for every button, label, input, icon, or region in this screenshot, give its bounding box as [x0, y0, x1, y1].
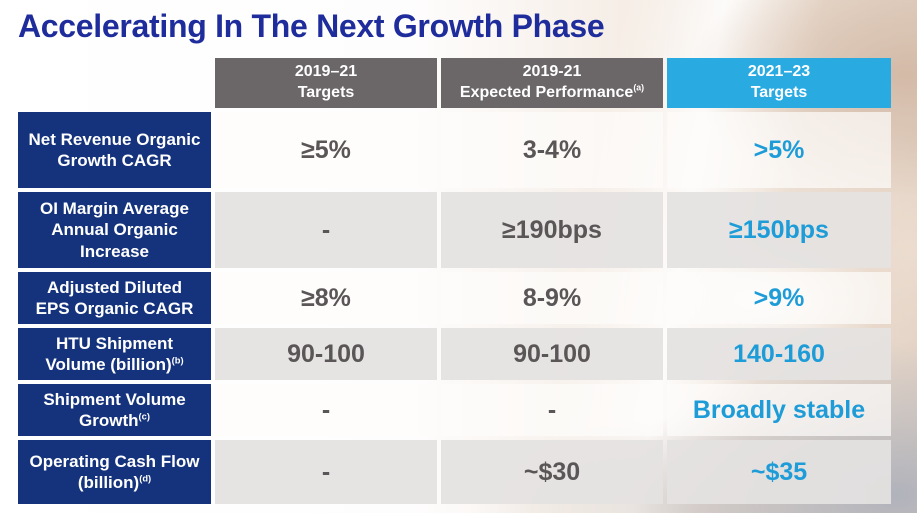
value-cell: 90-100 [215, 328, 437, 380]
value-cell: 3-4% [441, 112, 663, 188]
header-2021-23-targets: 2021–23 Targets [667, 58, 891, 108]
value-cell: ≥150bps [667, 192, 891, 268]
header-footnote-ref: (a) [633, 82, 645, 93]
metric-footnote-ref: (b) [171, 355, 184, 366]
value-cell: - [215, 440, 437, 504]
metric-text: HTU Shipment Volume (billion) [45, 333, 174, 374]
value-cell: - [441, 384, 663, 436]
metric-footnote-ref: (d) [139, 473, 152, 484]
table-corner-spacer [18, 58, 211, 108]
metric-label-operating-cash-flow: Operating Cash Flow (billion)(d) [18, 440, 211, 504]
value-cell: 140-160 [667, 328, 891, 380]
value-cell: ≥190bps [441, 192, 663, 268]
slide-title: Accelerating In The Next Growth Phase [18, 8, 605, 44]
targets-table: 2019–21 Targets 2019-21 Expected Perform… [18, 58, 891, 504]
metric-text: Shipment Volume Growth [43, 389, 186, 430]
value-cell: ~$35 [667, 440, 891, 504]
value-cell: 90-100 [441, 328, 663, 380]
value-cell: 8-9% [441, 272, 663, 324]
metric-label-htu-shipment-volume: HTU Shipment Volume (billion)(b) [18, 328, 211, 380]
metric-footnote-ref: (c) [138, 411, 150, 422]
value-cell: >5% [667, 112, 891, 188]
header-2019-21-expected-performance: 2019-21 Expected Performance(a) [441, 58, 663, 108]
header-line2: Targets [297, 84, 355, 101]
header-line1: 2019–21 [294, 63, 358, 81]
value-cell: ~$30 [441, 440, 663, 504]
header-2019-21-targets: 2019–21 Targets [215, 58, 437, 108]
header-line2: Targets [750, 84, 808, 101]
metric-label-eps-cagr: Adjusted Diluted EPS Organic CAGR [18, 272, 211, 324]
metric-text: Net Revenue Organic Growth CAGR [28, 129, 201, 170]
value-cell: - [215, 192, 437, 268]
value-cell: >9% [667, 272, 891, 324]
metric-label-oi-margin: OI Margin Average Annual Organic Increas… [18, 192, 211, 268]
metric-text: OI Margin Average Annual Organic Increas… [40, 199, 189, 261]
metric-label-shipment-volume-growth: Shipment Volume Growth(c) [18, 384, 211, 436]
value-cell: ≥5% [215, 112, 437, 188]
header-line1: 2019-21 [522, 63, 582, 81]
metric-text: Adjusted Diluted EPS Organic CAGR [35, 277, 194, 318]
value-cell: - [215, 384, 437, 436]
header-line1: 2021–23 [747, 63, 811, 81]
value-cell: ≥8% [215, 272, 437, 324]
value-cell: Broadly stable [667, 384, 891, 436]
header-line2: Expected Performance [459, 84, 634, 101]
metric-label-net-revenue-cagr: Net Revenue Organic Growth CAGR [18, 112, 211, 188]
metric-text: Operating Cash Flow (billion) [29, 451, 200, 492]
